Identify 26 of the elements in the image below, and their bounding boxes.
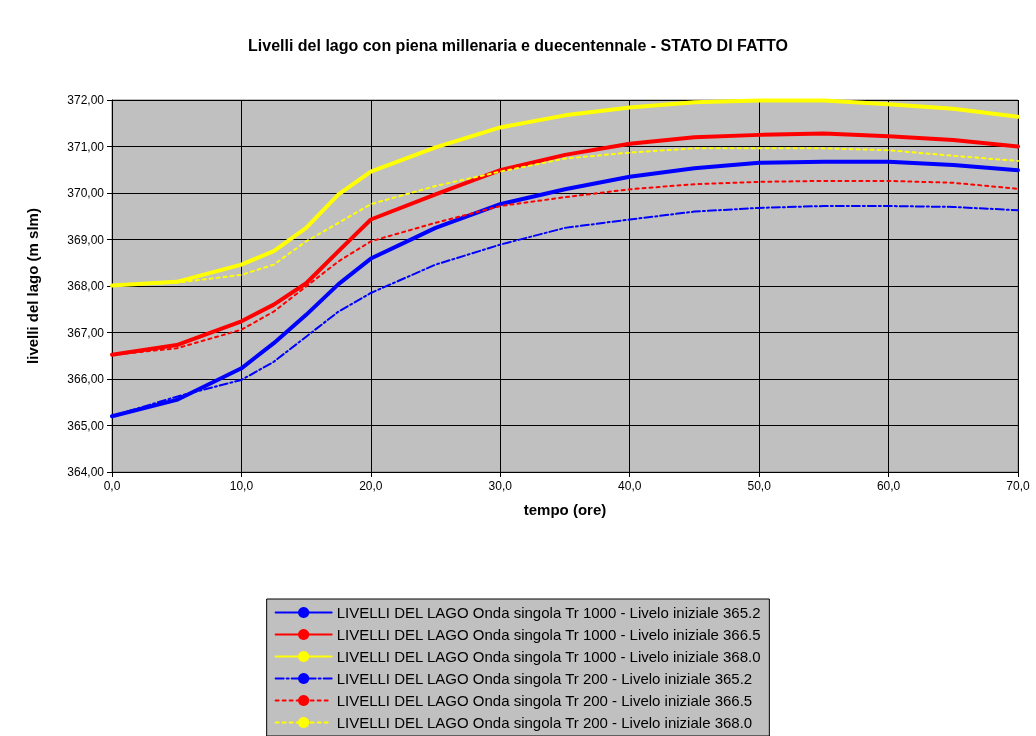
x-tick-label: 10,0: [229, 479, 254, 493]
x-tick-label: 30,0: [488, 479, 513, 493]
x-tick-label: 50,0: [747, 479, 772, 493]
y-tick-label: 367,00: [67, 325, 105, 340]
y-tick-label: 370,00: [67, 186, 105, 200]
legend-label: LIVELLI DEL LAGO Onda singola Tr 200 - Livelo iniziale 368.0: [336, 714, 753, 731]
x-tick-label: 70,0: [1006, 479, 1030, 493]
y-axis-title: livelli del lago (m slm): [24, 208, 41, 364]
x-tick-label: 60,0: [876, 479, 901, 493]
y-tick-label: 372,00: [67, 93, 105, 107]
x-axis-title: tempo (ore): [523, 501, 607, 518]
y-tick-label: 369,00: [67, 232, 105, 247]
x-tick-label: 20,0: [359, 479, 383, 493]
x-tick-label: 40,0: [618, 479, 642, 493]
y-tick-label: 368,00: [67, 279, 105, 293]
legend-label: LIVELLI DEL LAGO Onda singola Tr 200 - Livelo iniziale 366.5: [336, 692, 753, 709]
legend-label: LIVELLI DEL LAGO Onda singola Tr 200 - Livelo iniziale 365.2: [336, 670, 753, 687]
y-tick-label: 365,00: [67, 418, 105, 433]
y-tick-label: 371,00: [67, 139, 105, 154]
legend-label: LIVELLI DEL LAGO Onda singola Tr 1000 - Livelo iniziale 366.5: [336, 626, 761, 643]
legend-label: LIVELLI DEL LAGO Onda singola Tr 1000 - Livelo iniziale 368.0: [336, 648, 761, 665]
chart-title: Livelli del lago con piena millenaria e duecentennale - STATO DI FATTO: [248, 36, 788, 54]
legend-label: LIVELLI DEL LAGO Onda singola Tr 1000 - Livelo iniziale 365.2: [336, 604, 761, 621]
x-tick-label: 0,0: [103, 479, 121, 493]
y-tick-label: 366,00: [67, 372, 105, 386]
y-tick-label: 364,00: [67, 465, 105, 479]
